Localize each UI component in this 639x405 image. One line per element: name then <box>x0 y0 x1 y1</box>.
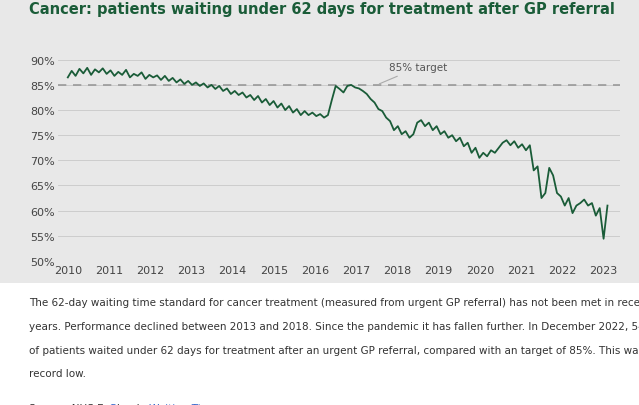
Text: Cancer Waiting Times: Cancer Waiting Times <box>109 403 222 405</box>
Text: Source: NHS England,: Source: NHS England, <box>29 403 146 405</box>
Text: Cancer: patients waiting under 62 days for treatment after GP referral: Cancer: patients waiting under 62 days f… <box>29 2 615 17</box>
Text: The 62-day waiting time standard for cancer treatment (measured from urgent GP r: The 62-day waiting time standard for can… <box>29 298 639 308</box>
Text: record low.: record low. <box>29 368 86 378</box>
Text: 85% target: 85% target <box>380 63 447 85</box>
Text: of patients waited under 62 days for treatment after an urgent GP referral, comp: of patients waited under 62 days for tre… <box>29 345 639 355</box>
Text: years. Performance declined between 2013 and 2018. Since the pandemic it has fal: years. Performance declined between 2013… <box>29 321 639 331</box>
